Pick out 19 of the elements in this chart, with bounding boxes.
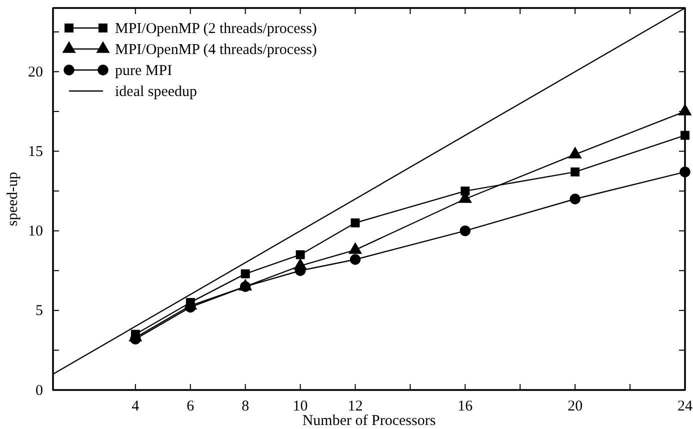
x-tick-label: 6 — [186, 398, 195, 415]
y-tick-label: 5 — [36, 303, 43, 320]
x-axis-title: Number of Processors — [302, 413, 436, 429]
x-tick-label: 16 — [458, 398, 474, 415]
x-tick-label: 12 — [348, 398, 363, 415]
legend-label: MPI/OpenMP (2 threads/process) — [115, 21, 317, 37]
legend-label: pure MPI — [115, 63, 172, 79]
x-tick-label: 24 — [678, 398, 693, 415]
legend-label: ideal speedup — [115, 84, 198, 100]
x-tick-label: 20 — [568, 398, 583, 415]
y-axis-title: speed-up — [5, 172, 21, 226]
x-tick-label: 4 — [132, 398, 140, 415]
y-tick-label: 10 — [28, 224, 43, 240]
x-tick-label: 10 — [292, 398, 308, 415]
y-tick-label: 20 — [28, 64, 43, 80]
legend-label: MPI/OpenMP (4 threads/process) — [115, 42, 317, 58]
y-tick-label: 0 — [36, 382, 43, 399]
x-tick-label: 8 — [242, 398, 250, 415]
y-tick-label: 15 — [28, 144, 43, 160]
